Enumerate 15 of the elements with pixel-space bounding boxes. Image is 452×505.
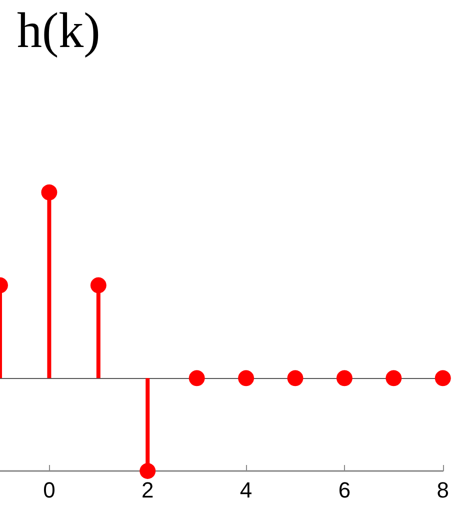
point	[188, 370, 205, 386]
x-tick-label: 8	[436, 478, 450, 502]
chart-title: h(k)	[17, 2, 100, 58]
point	[90, 277, 106, 294]
x-tick-label: 2	[142, 478, 154, 502]
point	[238, 370, 254, 386]
x-tick-label: 4	[240, 478, 252, 502]
x-tick-label: 6	[338, 478, 351, 502]
point	[434, 370, 451, 386]
point	[386, 370, 402, 386]
point	[287, 370, 304, 386]
point	[41, 184, 58, 200]
x-tick-label: 0	[43, 478, 56, 502]
point	[336, 370, 352, 386]
point	[140, 463, 156, 479]
